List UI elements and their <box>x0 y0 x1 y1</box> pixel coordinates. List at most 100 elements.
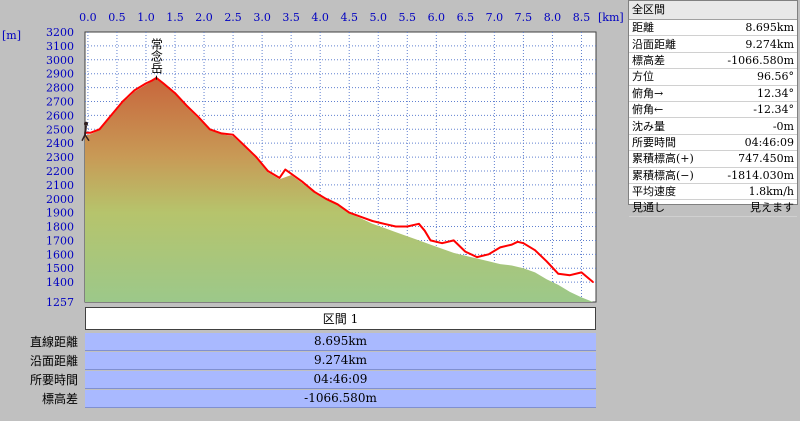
profile-point <box>90 131 92 134</box>
x-tick-label: 5.0 <box>369 11 387 24</box>
profile-point <box>511 243 513 246</box>
profile-point <box>516 241 519 243</box>
profile-point <box>325 197 327 200</box>
summary-row: 累積標高(+) 747.450m <box>629 150 797 168</box>
profile-point <box>255 156 258 158</box>
profile-point <box>301 181 304 183</box>
profile-point <box>383 222 385 225</box>
y-tick-label: 3100 <box>46 40 74 53</box>
profile-point <box>522 242 525 245</box>
summary-row: 沿面距離 9.274km <box>629 35 797 53</box>
section-value: 8.695km <box>85 333 596 351</box>
section-header[interactable]: 区間 1 <box>85 307 596 330</box>
profile-point <box>441 242 443 245</box>
profile-point <box>592 281 594 283</box>
profile-point <box>278 177 281 179</box>
section-row: 沿面距離 9.274km <box>0 352 600 370</box>
y-tick-label: 2200 <box>46 165 74 178</box>
summary-label: 標高差 <box>629 52 711 70</box>
hiker-head <box>84 121 88 126</box>
x-tick-label: 0.0 <box>79 11 97 24</box>
x-tick-label: 7.0 <box>486 11 504 24</box>
y-tick-label: 2100 <box>46 179 74 192</box>
profile-point <box>394 225 397 228</box>
profile-point <box>284 168 287 171</box>
y-unit-label: [m] <box>2 29 21 42</box>
y-tick-label: 3200 <box>46 26 74 39</box>
profile-point <box>423 229 426 232</box>
y-tick-label: 2000 <box>46 193 74 206</box>
profile-point <box>499 246 501 249</box>
hiker-start-icon <box>81 121 90 142</box>
profile-point <box>145 82 147 85</box>
summary-value: 9.274km <box>710 35 797 53</box>
x-tick-label: 1.5 <box>166 11 184 24</box>
elevation-profile-line[interactable] <box>85 76 594 283</box>
summary-row: 見通し 見えます <box>629 199 797 217</box>
section-label: 直線距離 <box>29 335 78 349</box>
profile-point <box>336 203 339 206</box>
x-tick-label: 2.5 <box>224 11 242 24</box>
x-tick-label: 4.0 <box>311 11 329 24</box>
summary-row: 標高差 -1066.580m <box>629 52 797 70</box>
section-row: 所要時間 04:46:09 <box>0 371 600 389</box>
summary-value: 747.450m <box>710 150 797 168</box>
section-row: 標高差 -1066.580m <box>0 390 600 408</box>
profile-point <box>534 249 536 251</box>
profile-point <box>209 128 211 131</box>
summary-label: 距離 <box>629 20 711 37</box>
profile-point <box>418 222 420 225</box>
terrain-area <box>85 78 594 302</box>
y-tick-label: 2500 <box>46 123 74 136</box>
profile-point <box>243 145 246 147</box>
summary-label: 累積標高(−) <box>629 167 711 184</box>
hiker-leg <box>81 134 86 142</box>
profile-point <box>406 225 409 228</box>
profile-point <box>313 191 316 193</box>
y-tick-label: 2900 <box>46 68 74 81</box>
summary-value: -1814.030m <box>710 167 797 184</box>
summary-value: 12.34° <box>710 85 797 102</box>
summary-value: 96.56° <box>710 68 797 86</box>
profile-point <box>476 256 478 258</box>
profile-point <box>371 220 374 222</box>
profile-point <box>98 128 101 131</box>
x-tick-label: 6.5 <box>457 11 475 24</box>
summary-label: 平均速度 <box>629 183 711 201</box>
summary-label: 所要時間 <box>629 134 711 152</box>
y-tick-label: 1500 <box>46 262 74 275</box>
x-tick-label: 8.5 <box>573 11 591 24</box>
profile-point <box>348 211 351 214</box>
y-tick-label: 2400 <box>46 137 74 150</box>
profile-point <box>267 170 269 172</box>
summary-label: 沿面距離 <box>629 35 711 53</box>
summary-row: 所要時間 04:46:09 <box>629 134 797 152</box>
hiker-body <box>84 125 87 135</box>
section-label: 所要時間 <box>29 373 78 387</box>
summary-label: 方位 <box>629 68 711 86</box>
summary-row: 沈み量 -0m <box>629 117 797 135</box>
summary-row: 方位 96.56° <box>629 68 797 86</box>
summary-value: -0m <box>710 117 797 135</box>
y-tick-label: 1257 <box>46 296 74 309</box>
summary-row: 平均速度 1.8km/h <box>629 183 797 201</box>
profile-point <box>232 134 234 136</box>
section-value: 9.274km <box>85 352 596 370</box>
x-tick-label: 4.5 <box>340 11 358 24</box>
profile-point <box>487 253 490 256</box>
summary-value: -12.34° <box>710 101 797 119</box>
y-tick-label: 1700 <box>46 234 74 247</box>
summary-panel: 全区間 距離 8.695km 沿面距離 9.274km 標高差 -1066.580m 方位 9… <box>628 0 798 217</box>
section-label: 標高差 <box>41 392 78 406</box>
profile-point <box>429 239 432 242</box>
x-tick-label: 0.5 <box>108 11 126 24</box>
x-tick-label: 7.5 <box>515 11 533 24</box>
profile-point <box>110 114 112 117</box>
y-tick-label: 2700 <box>46 95 74 108</box>
profile-point <box>220 132 223 135</box>
section-value: 04:46:09 <box>85 371 596 389</box>
summary-row: 累積標高(−) -1814.030m <box>629 167 797 184</box>
profile-point <box>185 104 188 107</box>
